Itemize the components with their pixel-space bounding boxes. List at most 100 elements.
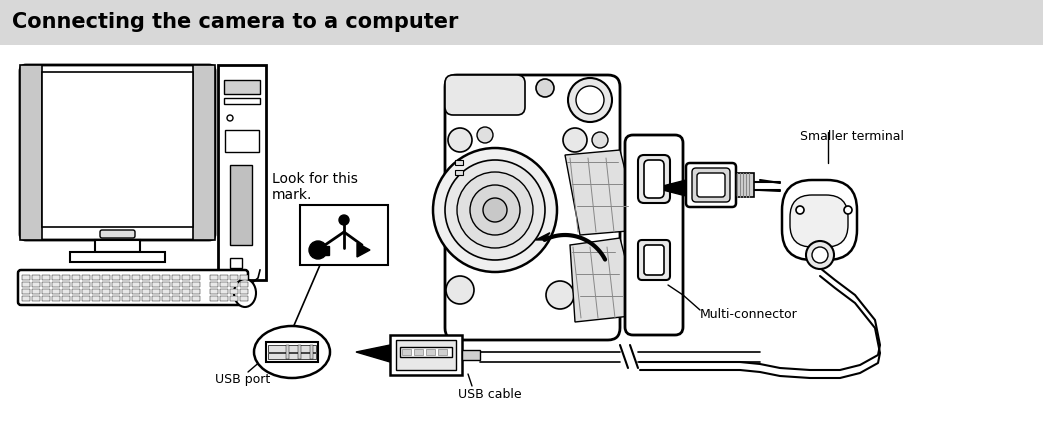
FancyBboxPatch shape [20, 65, 215, 240]
Circle shape [448, 128, 472, 152]
Bar [268, 353, 316, 359]
Bar [426, 349, 435, 355]
Bar [319, 246, 329, 255]
Bar [192, 296, 200, 301]
Bar [62, 282, 70, 287]
Bar [231, 289, 238, 294]
Bar [122, 275, 130, 280]
Bar [438, 349, 447, 355]
Bar [462, 350, 480, 360]
Text: Multi-connector: Multi-connector [700, 308, 798, 321]
Bar [132, 275, 140, 280]
Circle shape [483, 198, 507, 222]
Bar [220, 289, 228, 294]
Polygon shape [571, 238, 640, 322]
Bar [82, 289, 90, 294]
Bar [760, 183, 780, 191]
Polygon shape [536, 233, 550, 240]
Bar [840, 365, 862, 373]
Bar [102, 282, 110, 287]
Bar [455, 160, 463, 165]
Bar [42, 296, 50, 301]
Bar [231, 296, 238, 301]
Circle shape [470, 185, 520, 235]
Bar [72, 289, 80, 294]
FancyBboxPatch shape [782, 180, 857, 260]
Circle shape [457, 172, 533, 248]
FancyBboxPatch shape [625, 135, 683, 335]
Bar [42, 275, 50, 280]
Bar [720, 362, 741, 370]
Circle shape [309, 241, 328, 259]
Bar [268, 345, 316, 352]
Bar [162, 289, 170, 294]
Bar [414, 349, 423, 355]
Bar [92, 296, 100, 301]
Bar [754, 182, 780, 190]
Bar [152, 289, 160, 294]
Bar [480, 352, 620, 362]
Bar [162, 296, 170, 301]
Bar [181, 296, 190, 301]
Bar [172, 296, 180, 301]
Bar [181, 275, 190, 280]
Bar [225, 130, 259, 152]
Bar [42, 282, 50, 287]
FancyBboxPatch shape [692, 168, 730, 202]
Bar [172, 275, 180, 280]
Bar [192, 282, 200, 287]
Bar [298, 345, 301, 359]
Bar [20, 65, 42, 240]
FancyBboxPatch shape [445, 75, 620, 340]
Text: USB port: USB port [215, 373, 270, 386]
Bar [390, 335, 462, 375]
Bar [62, 296, 70, 301]
Bar [122, 296, 130, 301]
Circle shape [446, 276, 474, 304]
Bar [122, 289, 130, 294]
Bar [102, 289, 110, 294]
FancyBboxPatch shape [638, 240, 670, 280]
Bar [92, 289, 100, 294]
FancyBboxPatch shape [697, 173, 725, 197]
Circle shape [339, 215, 349, 225]
Bar [142, 289, 150, 294]
Bar [680, 362, 701, 370]
Bar [860, 355, 879, 363]
Bar [82, 296, 90, 301]
Bar [52, 275, 60, 280]
Bar [231, 275, 238, 280]
FancyBboxPatch shape [686, 163, 736, 207]
Bar [102, 275, 110, 280]
Bar [220, 282, 228, 287]
Bar [52, 282, 60, 287]
Circle shape [812, 247, 828, 263]
Bar [112, 296, 120, 301]
Bar [231, 165, 252, 245]
Bar [42, 289, 50, 294]
FancyBboxPatch shape [638, 155, 670, 203]
Bar [240, 296, 248, 301]
Bar [224, 98, 260, 104]
Bar [700, 362, 721, 370]
Bar [52, 296, 60, 301]
Bar [72, 275, 80, 280]
Bar [152, 296, 160, 301]
Bar [62, 289, 70, 294]
FancyBboxPatch shape [644, 245, 664, 275]
Bar [95, 240, 140, 252]
Bar [112, 289, 120, 294]
Bar [396, 340, 456, 370]
Bar [181, 289, 190, 294]
Bar [172, 282, 180, 287]
Bar [22, 275, 30, 280]
Bar [0, 0, 1043, 45]
Bar [240, 289, 248, 294]
Bar [122, 282, 130, 287]
Bar [300, 205, 388, 265]
Circle shape [592, 132, 608, 148]
Circle shape [576, 86, 604, 114]
Bar [32, 282, 40, 287]
Bar [739, 364, 761, 372]
Bar [220, 275, 228, 280]
